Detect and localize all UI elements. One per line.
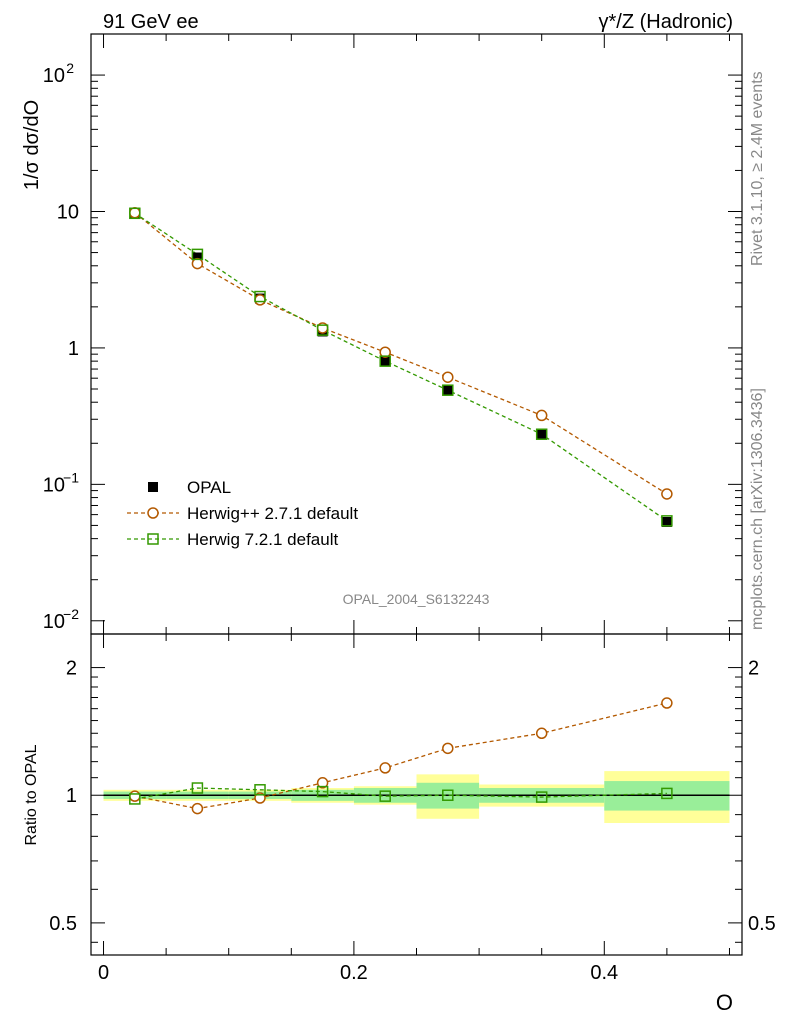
legend-label: OPAL xyxy=(187,478,231,497)
ratio-y-tick-label: 2 xyxy=(66,658,77,680)
herwig7-point xyxy=(379,355,391,367)
herwig7-point xyxy=(254,784,266,796)
herwigpp-point xyxy=(535,409,548,422)
ratio-right-tick-label: 0.5 xyxy=(748,913,776,935)
herwigpp-point xyxy=(379,346,391,358)
herwig7-line xyxy=(134,212,668,522)
legend: OPAL Herwig++ 2.7.1 default Herwig 7.2.1 d… xyxy=(127,478,358,549)
energy-label: 91 GeV ee xyxy=(103,11,199,33)
chart-title: γ*/Z (Hadronic) xyxy=(599,11,733,33)
herwigpp-line xyxy=(134,212,668,495)
main-y-tick-exponent: 2 xyxy=(66,60,74,76)
herwigpp-point xyxy=(661,697,673,709)
opal-point xyxy=(192,252,203,263)
main-y-tick-exponent: −2 xyxy=(63,606,79,622)
main-y-tick-exponent: −1 xyxy=(63,469,79,485)
ratio-y-tick-label: 1 xyxy=(66,785,77,807)
x-axis-label: O xyxy=(716,990,733,1015)
legend-label: Herwig++ 2.7.1 default xyxy=(187,504,358,523)
x-tick-label: 0.4 xyxy=(590,962,618,984)
herwigpp-point xyxy=(442,371,454,383)
herwigpp-point xyxy=(535,727,548,740)
legend-herwigpp-marker xyxy=(147,507,159,519)
herwigpp-point xyxy=(379,762,391,774)
herwig7-point xyxy=(535,791,548,803)
main-series-layer xyxy=(129,206,673,527)
herwig7-point xyxy=(535,428,548,440)
herwig7-point xyxy=(661,515,673,527)
opal-point xyxy=(442,385,453,396)
opal-point xyxy=(536,428,547,439)
herwigpp-point xyxy=(442,742,454,755)
herwigpp-point xyxy=(129,206,141,219)
legend-opal-marker xyxy=(148,482,158,492)
herwig7-point xyxy=(316,785,329,798)
herwig7-point xyxy=(191,248,204,261)
opal-point xyxy=(661,516,672,527)
rivet-version-label: Rivet 3.1.10, ≥ 2.4M events xyxy=(749,71,766,266)
x-tick-label: 0.2 xyxy=(340,962,368,984)
ratio-herwig7-line xyxy=(134,787,667,800)
opal-point xyxy=(380,356,391,367)
ratio-herwigpp-line xyxy=(134,702,668,810)
herwigpp-point xyxy=(316,777,329,789)
ratio-y-tick-label: 0.5 xyxy=(49,913,77,935)
ratio-uncertainty-bands xyxy=(103,771,730,824)
herwigpp-point xyxy=(661,488,673,500)
mcplots-label: mcplots.cern.ch [arXiv:1306.3436] xyxy=(749,388,766,630)
herwig7-point xyxy=(254,290,266,303)
main-y-axis-label: 1/σ dσ/dO xyxy=(21,100,43,190)
legend-herwig7-marker xyxy=(147,533,159,545)
analysis-watermark: OPAL_2004_S6132243 xyxy=(343,591,490,607)
herwigpp-point xyxy=(191,257,204,270)
legend-label: Herwig 7.2.1 default xyxy=(187,530,338,549)
herwig7-point xyxy=(129,207,141,220)
herwig7-point xyxy=(129,793,141,805)
herwig7-point xyxy=(442,384,454,396)
herwig7-point xyxy=(379,790,391,802)
herwig7-point xyxy=(191,782,204,794)
x-tick-label: 0 xyxy=(98,962,109,984)
herwig7-point xyxy=(316,324,329,336)
ratio-right-tick-label: 2 xyxy=(748,658,759,680)
main-y-tick-label: 10 xyxy=(43,611,65,633)
main-y-tick-label: 10 xyxy=(43,65,65,87)
main-y-tick-label: 10 xyxy=(43,474,65,496)
main-y-tick-label: 10 xyxy=(57,201,79,223)
herwigpp-point xyxy=(129,790,141,802)
ratio-series-layer xyxy=(129,697,673,815)
ratio-y-axis-label: Ratio to OPAL xyxy=(23,744,40,845)
herwigpp-point xyxy=(254,294,266,306)
herwig7-point xyxy=(661,787,673,800)
herwig7-point xyxy=(442,789,454,801)
main-y-tick-label: 1 xyxy=(68,338,79,360)
herwigpp-point xyxy=(191,802,204,815)
